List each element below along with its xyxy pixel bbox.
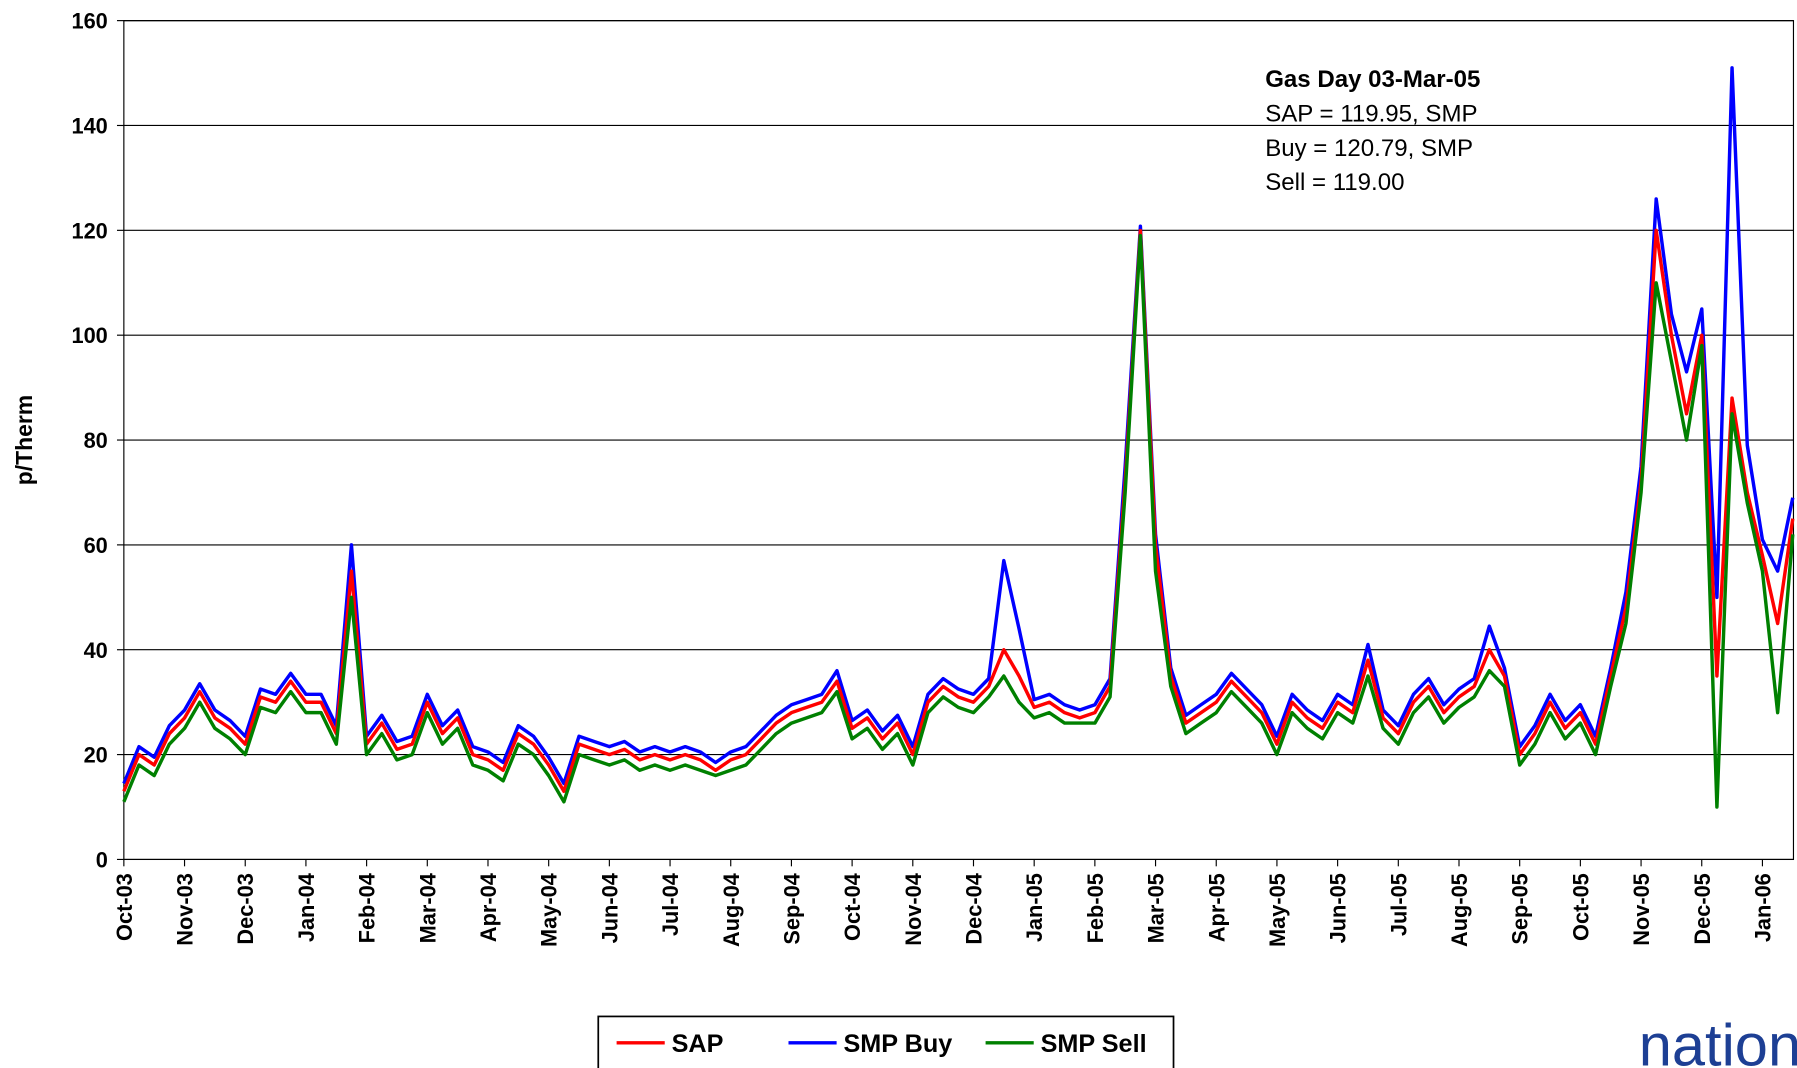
x-tick-label: Apr-04 bbox=[476, 873, 501, 942]
x-tick-label: Nov-04 bbox=[901, 873, 926, 946]
x-tick-label: Oct-03 bbox=[112, 873, 137, 941]
x-tick-label: Sep-04 bbox=[779, 873, 804, 944]
x-tick-label: Oct-05 bbox=[1568, 873, 1593, 941]
plot-frame bbox=[123, 20, 1795, 861]
legend-label: SAP bbox=[672, 1030, 724, 1058]
y-tick-label: 20 bbox=[84, 743, 108, 768]
series-line bbox=[122, 233, 1795, 809]
annotation-line: SAP = 119.95, SMP bbox=[1265, 100, 1477, 127]
x-tick-label: Jul-04 bbox=[658, 873, 683, 936]
y-tick-label: 100 bbox=[71, 323, 107, 348]
legend-label: SMP Sell bbox=[1041, 1030, 1147, 1058]
x-tick-label: Apr-05 bbox=[1204, 873, 1229, 942]
x-tick-label: Oct-04 bbox=[840, 873, 865, 941]
x-tick-label: May-04 bbox=[537, 873, 562, 947]
y-tick-label: 0 bbox=[96, 847, 108, 872]
y-tick-label: 120 bbox=[71, 218, 107, 243]
x-tick-label: Feb-05 bbox=[1083, 873, 1108, 943]
y-tick-label: 40 bbox=[84, 638, 108, 663]
x-tick-label: May-05 bbox=[1265, 873, 1290, 947]
x-tick-label: Jan-06 bbox=[1750, 873, 1775, 942]
annotation-line: Gas Day 03-Mar-05 bbox=[1265, 66, 1480, 93]
y-axis-label: p/Therm bbox=[11, 395, 37, 485]
logo: nationalgrid bbox=[1639, 1012, 1797, 1068]
logo-part: national bbox=[1639, 1012, 1797, 1068]
x-tick-label: Jun-05 bbox=[1326, 873, 1351, 943]
y-tick-label: 60 bbox=[84, 533, 108, 558]
x-tick-label: Aug-04 bbox=[719, 873, 744, 947]
x-tick-label: Jul-05 bbox=[1386, 873, 1411, 936]
legend-box bbox=[597, 1015, 1175, 1068]
y-tick-label: 140 bbox=[71, 114, 107, 139]
series-line bbox=[122, 228, 1795, 793]
series-line bbox=[122, 66, 1795, 786]
x-tick-label: Jan-05 bbox=[1022, 873, 1047, 942]
y-tick-label: 80 bbox=[84, 428, 108, 453]
x-tick-label: Aug-05 bbox=[1447, 873, 1472, 947]
x-tick-label: Sep-05 bbox=[1508, 873, 1533, 944]
x-tick-label: Jan-04 bbox=[294, 873, 319, 942]
x-tick-label: Dec-04 bbox=[962, 873, 987, 944]
x-tick-label: Nov-03 bbox=[173, 873, 198, 946]
x-tick-label: Dec-03 bbox=[233, 873, 258, 944]
x-tick-label: Mar-04 bbox=[415, 873, 440, 943]
annotation-line: Sell = 119.00 bbox=[1265, 169, 1404, 196]
y-tick-label: 160 bbox=[71, 9, 107, 34]
x-tick-label: Dec-05 bbox=[1690, 873, 1715, 944]
annotation-line: Buy = 120.79, SMP bbox=[1265, 135, 1473, 162]
x-tick-label: Nov-05 bbox=[1629, 873, 1654, 946]
x-tick-label: Mar-05 bbox=[1144, 873, 1169, 943]
annotation: Gas Day 03-Mar-05 SAP = 119.95, SMP Buy = … bbox=[1265, 66, 1480, 196]
x-tick-label: Jun-04 bbox=[597, 873, 622, 943]
x-tick-label: Feb-04 bbox=[355, 873, 380, 943]
legend-label: SMP Buy bbox=[843, 1030, 952, 1058]
